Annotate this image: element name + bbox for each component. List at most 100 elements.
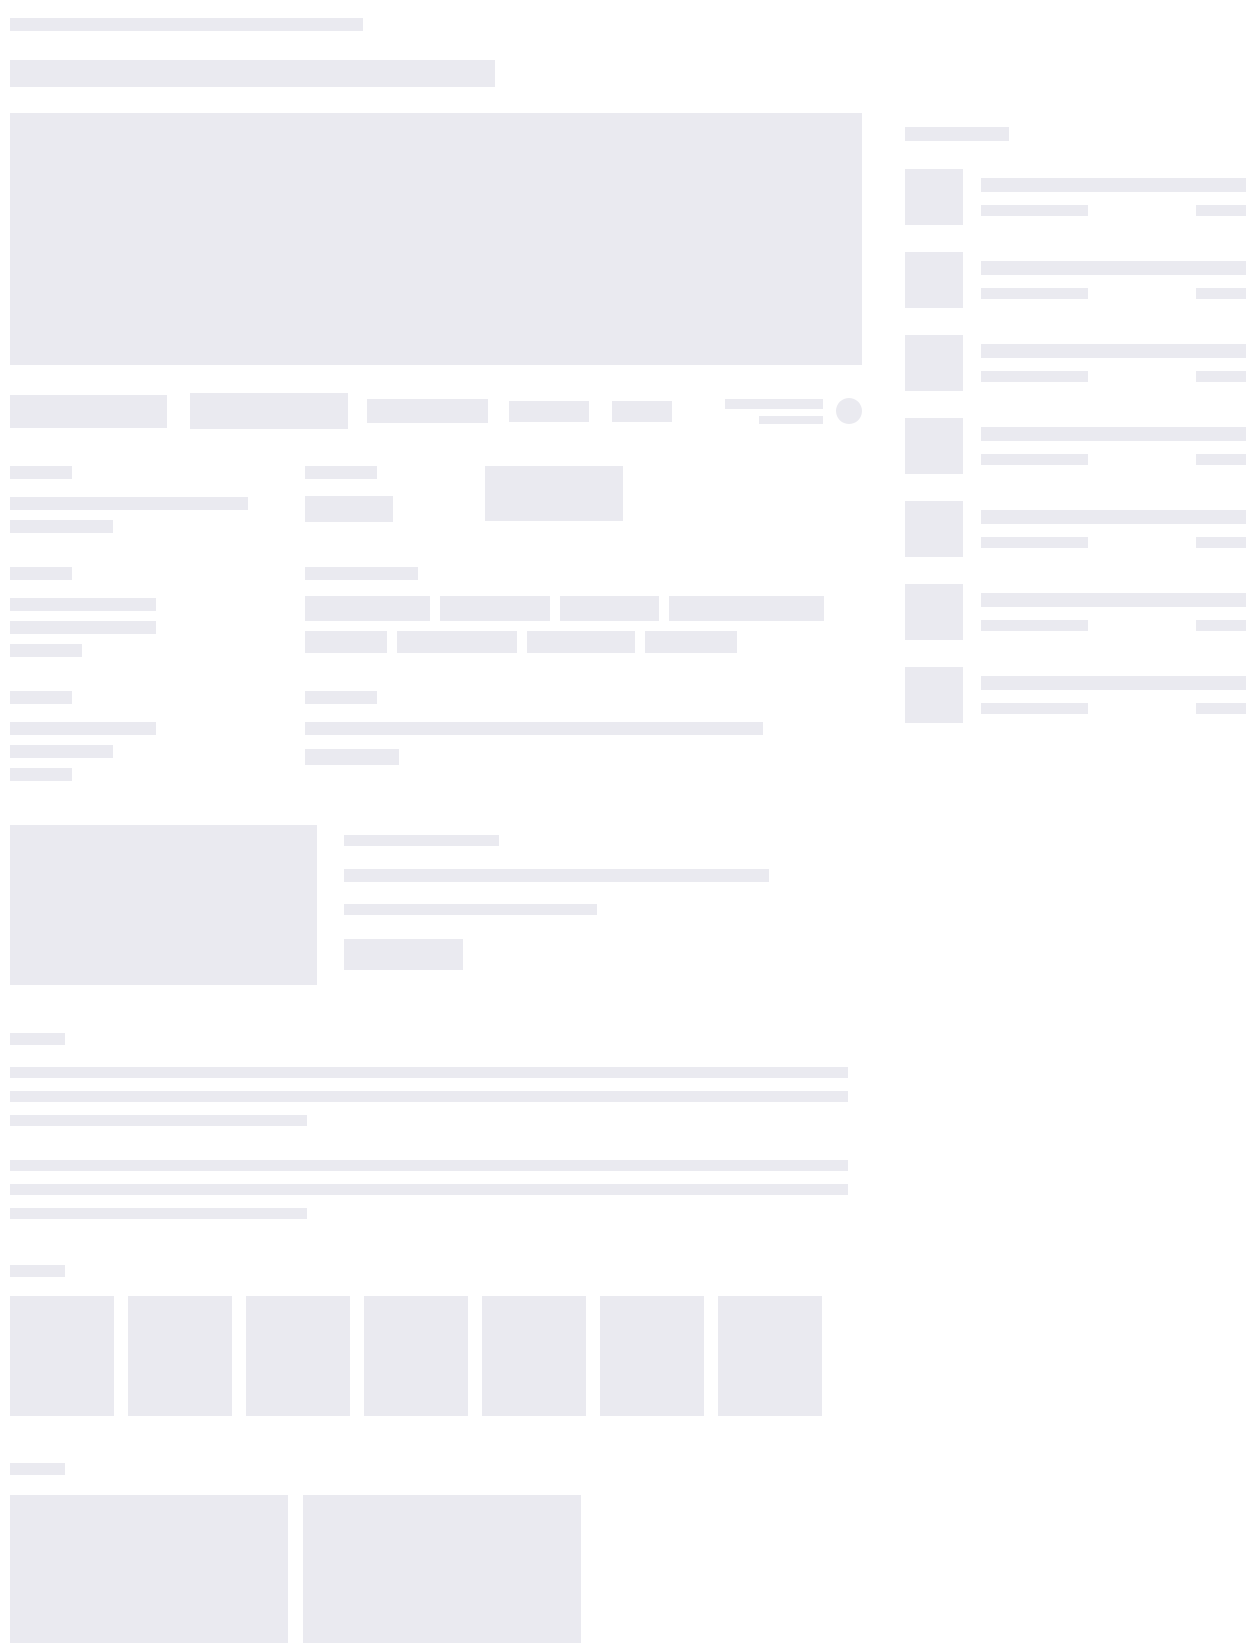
sidebar-item-meta-left xyxy=(981,205,1088,216)
thumbnail-strip xyxy=(10,1296,862,1416)
sidebar-item-7[interactable] xyxy=(905,667,1246,723)
media-card-button[interactable] xyxy=(344,939,463,970)
sidebar-item-meta-left xyxy=(981,288,1088,299)
user-menu[interactable] xyxy=(725,398,862,424)
sidebar-item-thumbnail xyxy=(905,584,963,640)
paragraph-one-line-2 xyxy=(10,1091,848,1102)
spec-attributes-left xyxy=(10,567,305,657)
bottom-block-row xyxy=(10,1495,862,1643)
spec-overview-field-group xyxy=(305,466,485,522)
strip-card-4[interactable] xyxy=(364,1296,468,1416)
sidebar-item-title xyxy=(981,261,1246,275)
spec-description-long-line xyxy=(305,722,763,735)
spec-overview-label xyxy=(10,466,72,479)
spec-attributes-right xyxy=(305,567,862,653)
sidebar-item-meta-right xyxy=(1196,620,1246,631)
chip-1-4[interactable] xyxy=(669,596,824,621)
spec-description-right-label xyxy=(305,691,377,704)
strip-card-5[interactable] xyxy=(482,1296,586,1416)
sidebar-item-thumbnail xyxy=(905,169,963,225)
chip-2-2[interactable] xyxy=(397,631,517,653)
sidebar-item-meta xyxy=(981,703,1246,714)
spec-attributes-line-3 xyxy=(10,644,82,657)
toolbar xyxy=(10,393,862,429)
sidebar-item-title xyxy=(981,510,1246,524)
sidebar-item-6[interactable] xyxy=(905,584,1246,640)
bottom-block-1[interactable] xyxy=(10,1495,288,1643)
media-card[interactable] xyxy=(10,825,862,985)
sidebar-item-meta xyxy=(981,288,1246,299)
sidebar xyxy=(905,113,1246,723)
spec-description-short-line xyxy=(305,749,399,765)
spec-overview-left xyxy=(10,466,305,533)
spec-description-line-1 xyxy=(10,722,156,735)
sidebar-heading xyxy=(905,127,1009,141)
chip-2-1[interactable] xyxy=(305,631,387,653)
quinary-action-button[interactable] xyxy=(612,400,672,422)
spec-attributes-line-1 xyxy=(10,598,156,611)
strip-card-1[interactable] xyxy=(10,1296,114,1416)
primary-action-button[interactable] xyxy=(10,394,167,428)
spec-sections xyxy=(10,466,862,781)
spec-description-line-2 xyxy=(10,745,113,758)
spec-attributes-label xyxy=(10,567,72,580)
spec-overview-thumbnail[interactable] xyxy=(485,466,623,521)
sidebar-item-meta-right xyxy=(1196,703,1246,714)
spec-overview-line-2 xyxy=(10,520,113,533)
strip-card-6[interactable] xyxy=(600,1296,704,1416)
sidebar-item-meta xyxy=(981,371,1246,382)
chip-row-2 xyxy=(305,631,862,653)
sidebar-item-text xyxy=(981,335,1246,382)
sidebar-item-text xyxy=(981,667,1246,714)
sidebar-item-meta-left xyxy=(981,537,1088,548)
secondary-action-button[interactable] xyxy=(190,393,348,429)
sidebar-item-2[interactable] xyxy=(905,252,1246,308)
hero-image[interactable] xyxy=(10,113,862,365)
strip-card-2[interactable] xyxy=(128,1296,232,1416)
sidebar-item-thumbnail xyxy=(905,501,963,557)
tertiary-action-button[interactable] xyxy=(367,399,488,423)
sidebar-item-thumbnail xyxy=(905,418,963,474)
sidebar-item-text xyxy=(981,418,1246,465)
sidebar-item-meta xyxy=(981,454,1246,465)
sidebar-item-meta-right xyxy=(1196,454,1246,465)
paragraph-one xyxy=(10,1067,862,1126)
bottom-block-2[interactable] xyxy=(303,1495,581,1643)
sidebar-item-thumbnail xyxy=(905,335,963,391)
sidebar-item-4[interactable] xyxy=(905,418,1246,474)
chip-1-3[interactable] xyxy=(560,596,659,621)
sidebar-item-meta-right xyxy=(1196,537,1246,548)
spec-description-line-3 xyxy=(10,768,72,781)
paragraph-two xyxy=(10,1160,862,1219)
quaternary-action-button[interactable] xyxy=(509,400,589,422)
sidebar-item-meta xyxy=(981,205,1246,216)
strip-card-7[interactable] xyxy=(718,1296,822,1416)
avatar[interactable] xyxy=(836,398,862,424)
strip-card-3[interactable] xyxy=(246,1296,350,1416)
chip-2-4[interactable] xyxy=(645,631,737,653)
spec-overview-field-value[interactable] xyxy=(305,496,393,522)
chip-2-3[interactable] xyxy=(527,631,635,653)
sidebar-item-text xyxy=(981,169,1246,216)
main-column xyxy=(10,113,862,1643)
sidebar-item-thumbnail xyxy=(905,667,963,723)
spec-attributes-right-label xyxy=(305,567,418,580)
spec-attributes-line-2 xyxy=(10,621,156,634)
breadcrumb[interactable] xyxy=(10,18,363,31)
sidebar-item-text xyxy=(981,501,1246,548)
sidebar-item-thumbnail xyxy=(905,252,963,308)
sidebar-item-3[interactable] xyxy=(905,335,1246,391)
page-header xyxy=(10,0,1246,87)
sidebar-item-meta xyxy=(981,537,1246,548)
sidebar-item-1[interactable] xyxy=(905,169,1246,225)
paragraph-two-line-2 xyxy=(10,1184,848,1195)
sidebar-item-5[interactable] xyxy=(905,501,1246,557)
media-card-image[interactable] xyxy=(10,825,317,985)
spec-overview-line-1 xyxy=(10,497,248,510)
chip-1-2[interactable] xyxy=(440,596,550,621)
spec-overview-right xyxy=(305,466,862,522)
bottom-section-heading xyxy=(10,1463,65,1475)
page-title xyxy=(10,60,495,87)
chip-1-1[interactable] xyxy=(305,596,430,621)
